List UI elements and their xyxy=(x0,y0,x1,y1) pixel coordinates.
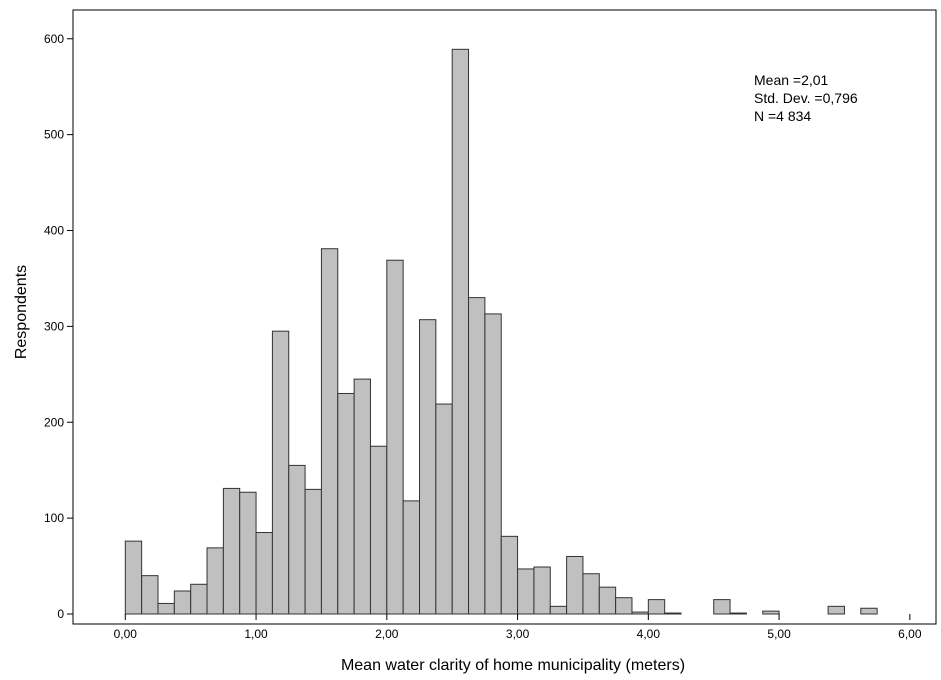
stats-mean: Mean =2,01 xyxy=(754,72,829,88)
histogram-bar xyxy=(255,532,273,615)
histogram-bar xyxy=(451,48,470,615)
histogram-bar xyxy=(304,488,322,615)
histogram-bar xyxy=(222,487,241,615)
histogram-bar xyxy=(598,586,617,615)
stats-n: N =4 834 xyxy=(754,108,811,124)
histogram-bar xyxy=(124,540,143,615)
histogram-bar xyxy=(141,575,159,615)
histogram-bar xyxy=(517,568,535,615)
histogram-bar xyxy=(468,297,486,615)
histogram-bar xyxy=(631,611,649,615)
histogram-bar xyxy=(582,573,600,615)
stats-box: Mean =2,01 Std. Dev. =0,796 N =4 834 xyxy=(754,72,858,124)
histogram-bar xyxy=(484,313,502,615)
histogram-bar xyxy=(402,500,421,615)
histogram-bar xyxy=(271,330,290,615)
y-tick-label: 400 xyxy=(44,224,64,238)
plot-frame xyxy=(72,9,937,625)
histogram-bar xyxy=(337,392,355,615)
x-axis-title: Mean water clarity of home municipality … xyxy=(341,657,685,674)
histogram-bar xyxy=(500,535,519,615)
histogram-bar xyxy=(206,547,224,615)
y-tick-label: 0 xyxy=(57,607,64,621)
histogram-bar xyxy=(288,464,306,615)
histogram-bar xyxy=(239,491,257,615)
y-axis-title: Respondents xyxy=(13,265,30,359)
y-axis: 0 100 200 300 400 500 600 xyxy=(44,32,73,621)
y-tick-label: 600 xyxy=(44,32,64,46)
histogram-bar xyxy=(386,259,404,615)
histogram-bar xyxy=(320,248,339,615)
histogram-bar xyxy=(369,445,388,615)
x-tick-label: 4,00 xyxy=(637,627,661,641)
y-tick-label: 300 xyxy=(44,319,64,333)
histogram-bar xyxy=(664,612,682,615)
y-tick-label: 100 xyxy=(44,511,64,525)
histogram-bar xyxy=(860,607,878,615)
x-tick-label: 0,00 xyxy=(114,627,138,641)
x-tick-label: 5,00 xyxy=(767,627,791,641)
x-axis: 0,00 1,00 2,00 3,00 4,00 5,00 6,00 xyxy=(114,614,922,641)
histogram-bar xyxy=(566,555,584,615)
histogram-bar xyxy=(419,319,437,615)
histogram-bar xyxy=(827,605,845,615)
bars-group xyxy=(124,48,878,615)
histogram-bar xyxy=(762,610,780,615)
histogram-bar xyxy=(173,590,192,615)
histogram-bar xyxy=(647,599,666,615)
stats-std-dev: Std. Dev. =0,796 xyxy=(754,90,858,106)
y-tick-label: 500 xyxy=(44,128,64,142)
histogram-bar xyxy=(157,602,175,615)
y-tick-label: 200 xyxy=(44,415,64,429)
histogram-bar xyxy=(713,599,731,615)
histogram-bar xyxy=(549,605,568,615)
histogram-bar xyxy=(435,403,453,615)
histogram-bar xyxy=(533,566,551,615)
x-tick-label: 6,00 xyxy=(898,627,922,641)
x-tick-label: 2,00 xyxy=(375,627,399,641)
histogram-bar xyxy=(729,612,747,615)
histogram-bar xyxy=(353,378,371,615)
x-tick-label: 1,00 xyxy=(244,627,268,641)
histogram-bar xyxy=(190,583,208,615)
x-tick-label: 3,00 xyxy=(506,627,530,641)
histogram-bar xyxy=(615,597,633,615)
